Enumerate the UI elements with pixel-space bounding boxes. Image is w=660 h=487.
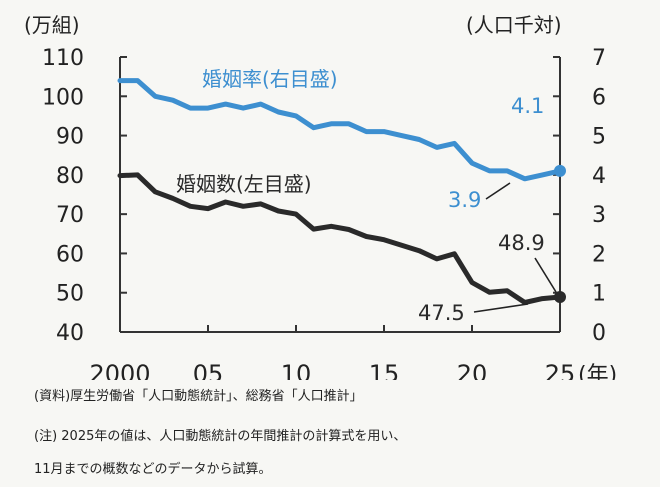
left-tick-label: 50 bbox=[56, 282, 84, 307]
series-layer bbox=[117, 78, 566, 305]
marriage-rate-line bbox=[117, 78, 563, 182]
marriage-count-line bbox=[117, 172, 563, 305]
left-axis-title: (万組) bbox=[24, 13, 80, 37]
count-2023-label-leader bbox=[473, 303, 529, 313]
right-tick-label: 4 bbox=[592, 164, 606, 189]
right-tick-label: 2 bbox=[592, 242, 606, 267]
left-tick-label: 90 bbox=[56, 125, 84, 150]
right-axis: 0 1 2 3 4 5 6 7 bbox=[553, 46, 606, 346]
right-tick-label: 3 bbox=[592, 203, 606, 228]
x-axis: 2000 05 10 15 20 25 (年) bbox=[89, 325, 617, 388]
x-tick-label: 2000 bbox=[89, 360, 150, 380]
x-tick-label: 15 bbox=[369, 360, 400, 380]
count-2025-label: 48.9 bbox=[498, 231, 545, 255]
right-tick-label: 6 bbox=[592, 85, 606, 110]
rate-2023-label: 3.9 bbox=[448, 188, 481, 212]
rate-2023-label-leader bbox=[485, 182, 511, 200]
x-tick-label: 20 bbox=[457, 360, 488, 380]
left-axis: 40 50 60 70 80 90 100 110 bbox=[42, 46, 127, 346]
right-tick-label: 5 bbox=[592, 125, 606, 150]
left-tick-label: 80 bbox=[56, 164, 84, 189]
x-tick-label: 10 bbox=[281, 360, 312, 380]
x-axis-unit-label: (年) bbox=[578, 363, 617, 380]
right-tick-label: 1 bbox=[592, 282, 606, 307]
source-note: (資料)厚生労働省「人口動態統計」、総務省「人口推計」 bbox=[34, 389, 363, 404]
count-2023-label: 47.5 bbox=[418, 301, 465, 325]
x-tick-label: 05 bbox=[193, 360, 224, 380]
left-tick-label: 110 bbox=[42, 46, 84, 71]
footnote-line-1: (注) 2025年の値は、人口動態統計の年間推計の計算式を用い、 bbox=[34, 429, 407, 444]
marriage-rate-series-label: 婚姻率(右目盛) bbox=[202, 67, 338, 91]
right-tick-label: 0 bbox=[592, 321, 606, 346]
rate-2025-label: 4.1 bbox=[511, 94, 544, 118]
left-tick-label: 60 bbox=[56, 242, 84, 267]
count-2025-label-leader bbox=[534, 257, 557, 293]
plot-frame bbox=[119, 57, 561, 333]
footnote-line-2: 11月までの概数などのデータから試算。 bbox=[34, 462, 272, 477]
left-tick-label: 40 bbox=[56, 321, 84, 346]
marriage-count-endpoint bbox=[554, 291, 566, 304]
marriage-rate-endpoint bbox=[554, 164, 566, 177]
left-tick-label: 70 bbox=[56, 203, 84, 228]
left-tick-label: 100 bbox=[42, 85, 84, 110]
label-layer: (万組) (人口千対) 婚姻率(右目盛) 婚姻数(左目盛) 4.1 3.9 48.9 47.5 bbox=[24, 13, 562, 325]
right-axis-title: (人口千対) bbox=[466, 13, 562, 37]
x-tick-label: 25 bbox=[545, 360, 576, 380]
marriage-count-series-label: 婚姻数(左目盛) bbox=[176, 172, 312, 196]
right-tick-label: 7 bbox=[592, 46, 606, 71]
